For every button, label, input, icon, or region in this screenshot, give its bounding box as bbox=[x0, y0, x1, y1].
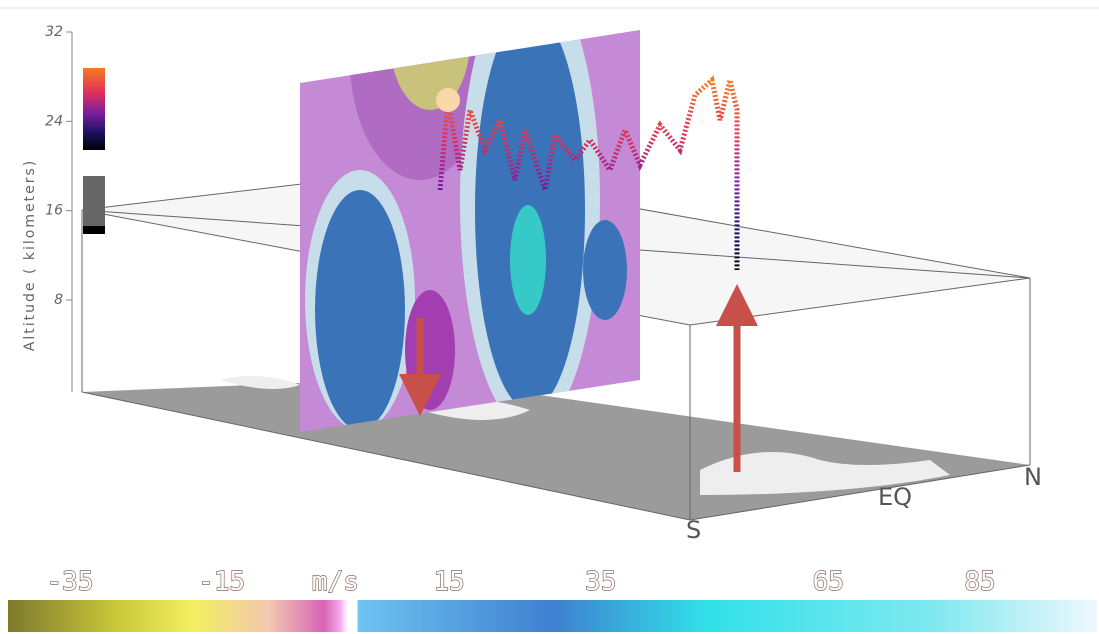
temperature-legend bbox=[83, 68, 105, 150]
colorbar-label: 85 bbox=[964, 567, 995, 597]
tick-label: 8 bbox=[54, 292, 63, 308]
wind-curtain bbox=[300, 0, 640, 432]
colorbar-label: -35 bbox=[47, 567, 94, 597]
terrain-legend bbox=[83, 176, 105, 234]
colorbar-label: 15 bbox=[434, 567, 465, 597]
balloon bbox=[436, 88, 460, 112]
colorbar-label: 35 bbox=[585, 567, 616, 597]
direction-label: S bbox=[686, 516, 701, 544]
tick-label: 32 bbox=[45, 24, 63, 40]
colorbar-label: -15 bbox=[198, 567, 245, 597]
colorbar-unit: m/s bbox=[312, 567, 359, 597]
axis-label: Altitude ( kilometers) bbox=[22, 159, 38, 351]
visualization: Altitude ( kilometers) 32 24 16 8 S EQ N -3… bbox=[0, 0, 1099, 634]
direction-label: EQ bbox=[878, 483, 912, 511]
colorbar-label: 65 bbox=[813, 567, 844, 597]
colorbar bbox=[8, 600, 1097, 632]
tick-label: 24 bbox=[45, 113, 63, 129]
tick-label: 16 bbox=[45, 203, 63, 219]
direction-label: N bbox=[1024, 463, 1042, 491]
terrain-legend-base bbox=[83, 226, 105, 234]
